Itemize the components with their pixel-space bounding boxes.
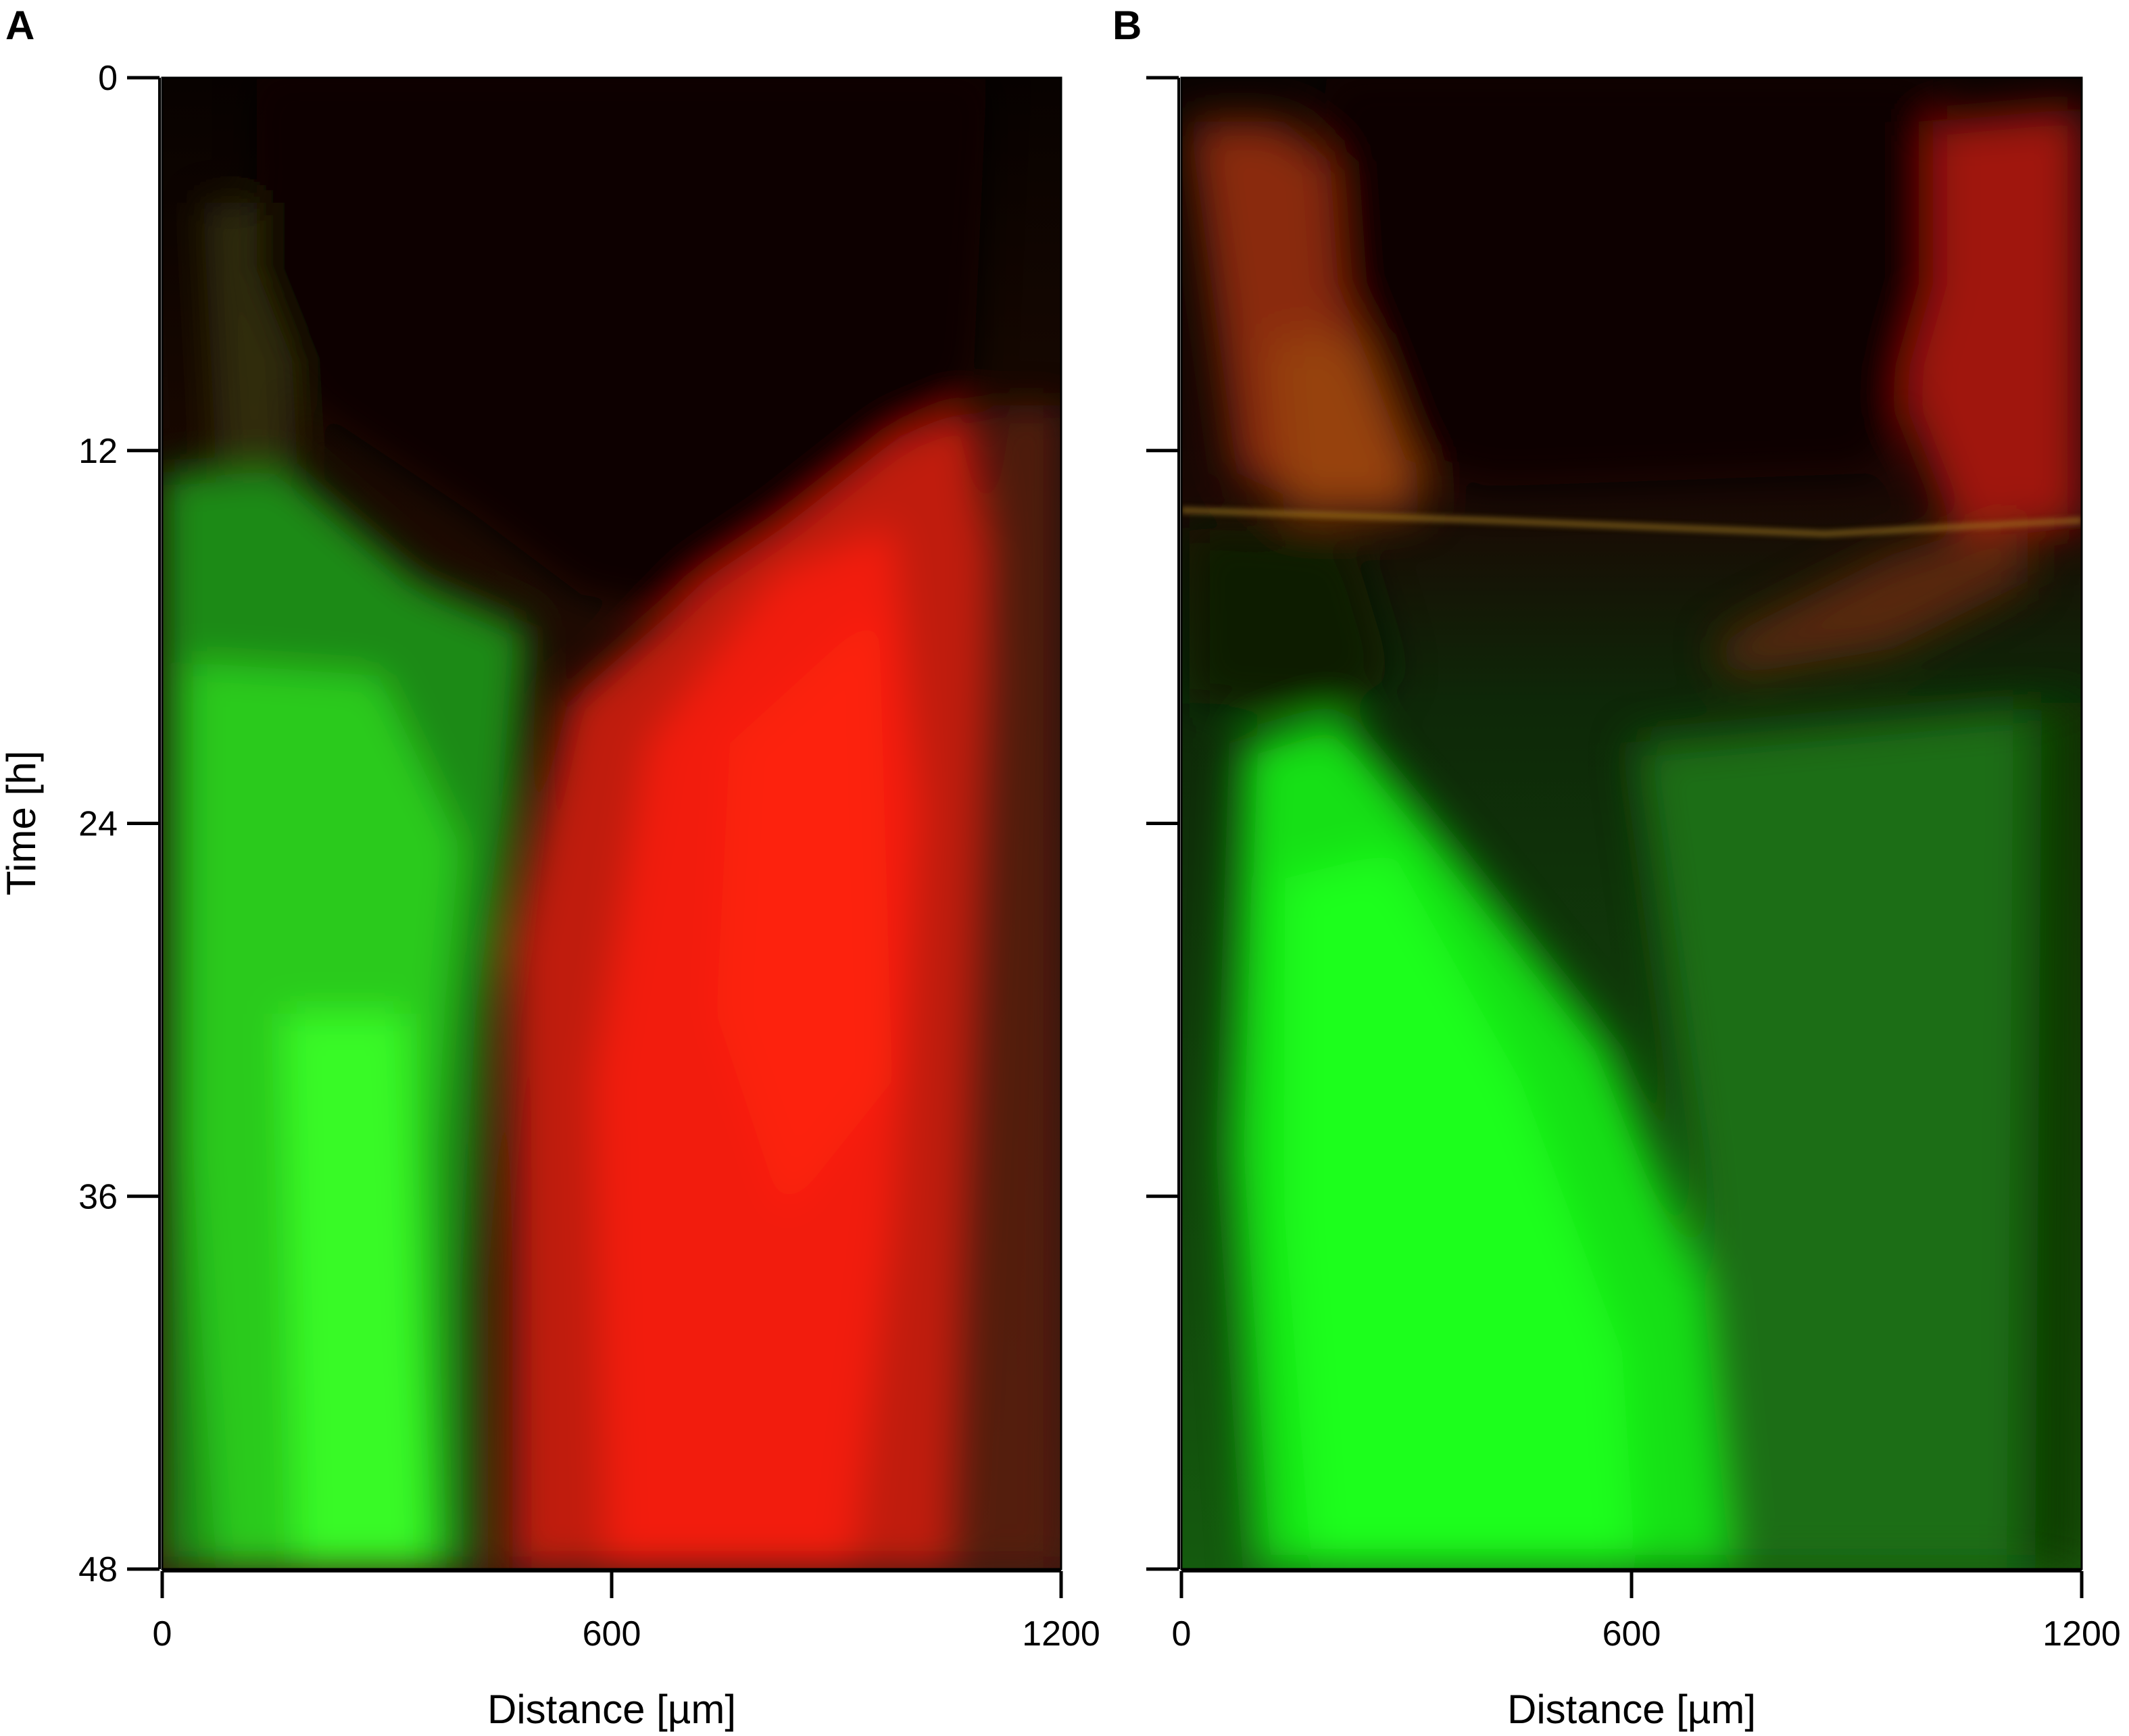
panel-b-x-axis: 0 600 1200 bbox=[1172, 1570, 2121, 1654]
panel-a-ytick-label-36: 36 bbox=[78, 1177, 118, 1216]
panel-a-xtick-label-0: 0 bbox=[153, 1614, 172, 1654]
panel-a-ytick-label-12: 12 bbox=[78, 432, 118, 471]
panel-a-y-axis-label: Time [h] bbox=[0, 751, 44, 895]
panel-a-y-axis: 0 12 24 36 48 bbox=[78, 59, 161, 1589]
panel-b-xtick-label-600: 600 bbox=[1602, 1614, 1661, 1654]
panel-a-heatmap bbox=[162, 78, 1061, 1569]
panel-a-ytick-label-0: 0 bbox=[98, 59, 118, 98]
panel-b: B bbox=[1112, 3, 2121, 1732]
panel-a-x-axis-label: Distance [µm] bbox=[487, 1687, 736, 1732]
panel-a: A 0 12 24 36 48 bbox=[0, 3, 1100, 1732]
panel-b-y-axis bbox=[1146, 76, 1180, 1571]
panel-a-ytick-label-48: 48 bbox=[78, 1550, 118, 1589]
panel-b-xtick-label-1200: 1200 bbox=[2042, 1614, 2121, 1654]
panel-b-x-axis-label: Distance [µm] bbox=[1507, 1687, 1756, 1732]
panel-b-letter: B bbox=[1112, 3, 1142, 48]
panel-a-x-axis: 0 600 1200 bbox=[153, 1570, 1100, 1654]
panel-a-ytick-label-24: 24 bbox=[78, 805, 118, 844]
panel-a-letter: A bbox=[5, 3, 34, 48]
panel-b-heatmap bbox=[1181, 78, 2082, 1569]
panel-b-xtick-label-0: 0 bbox=[1172, 1614, 1192, 1654]
panel-a-xtick-label-600: 600 bbox=[583, 1614, 641, 1654]
panel-a-xtick-label-1200: 1200 bbox=[1022, 1614, 1100, 1654]
